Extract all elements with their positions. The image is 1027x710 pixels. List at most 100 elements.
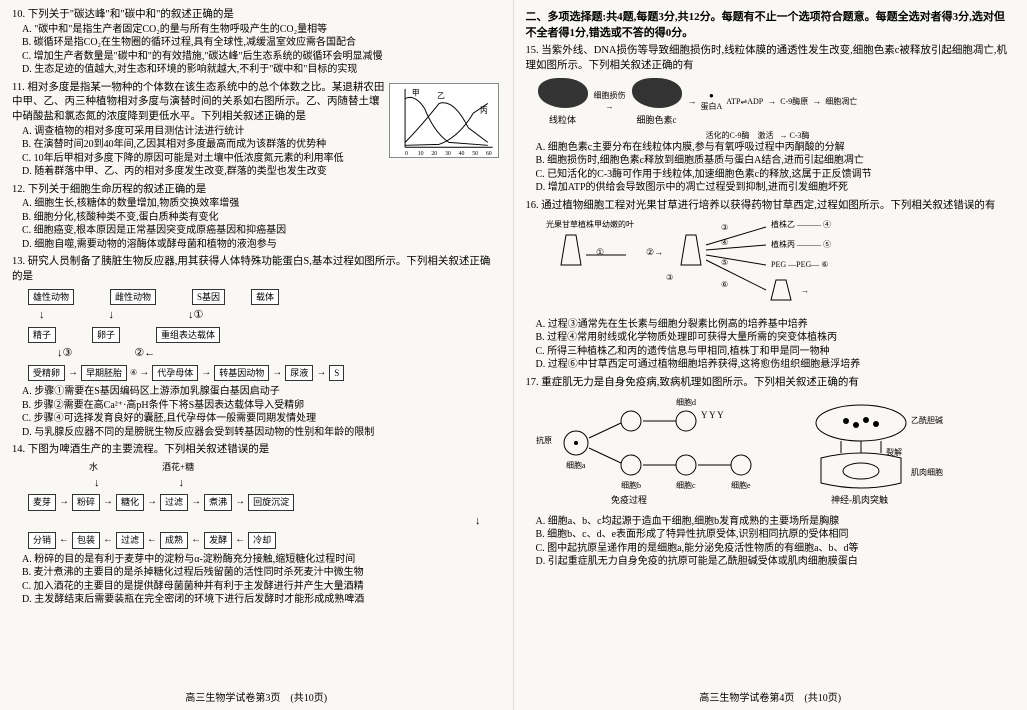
q12-opt-b: B. 细胞分化,核酸种类不变,蛋白质种类有变化 [22,211,501,225]
svg-text:⑥: ⑥ [721,280,728,289]
question-15: 15. 当紫外线、DNA损伤等导致细胞损伤时,线粒体膜的通透性发生改变,细胞色素… [526,44,1016,195]
mitochondria-icon [632,78,682,108]
svg-text:丙: 丙 [480,106,488,115]
svg-text:②→: ②→ [646,247,663,257]
q15-stem: 15. 当紫外线、DNA损伤等导致细胞损伤时,线粒体膜的通透性发生改变,细胞色素… [526,44,1016,73]
q10-opt-d: D. 生态足迹的值越大,对生态和环境的影响就越大,不利于"碳中和"目标的实现 [22,63,501,77]
q15-opt-d: D. 增加ATP的供给会导致图示中的凋亡过程受到抑制,进而引发细胞坏死 [536,181,1016,195]
q17-opt-c: C. 图中起抗原呈递作用的是细胞a,能分泌免疫活性物质的有细胞a、b、d等 [536,542,1016,556]
flow-box: S基因 [192,289,225,306]
flow-box: 精子 [28,327,56,344]
svg-text:免疫过程: 免疫过程 [611,494,647,505]
q13-flowchart: 雄性动物 雌性动物 S基因 载体 ↓↓ ↓① 精子 卵子 重组表达载体 ↓③②← [27,288,501,383]
q15-diagram: 线粒体 细胞损伤 → 细胞色素c → ● 蛋白A ATP⇌ADP → C-9酶原… [536,76,1006,126]
page-footer-3: 高三生物学试卷第3页 (共10页) [0,689,513,704]
q14-opt-d: D. 主发酵结束后需要装瓶在完全密闭的环境下进行后发酵时才能形成成熟啤酒 [22,593,501,607]
svg-text:神经-肌肉突触: 神经-肌肉突触 [831,494,888,505]
q17-diagram: 抗原 细胞a 细胞b 细胞d 细胞c 细胞e Y Y Y 免疫过程 乙酰胆碱 [531,393,971,508]
svg-text:植株乙 ——— ④: 植株乙 ——— ④ [771,219,831,229]
flow-box: 重组表达载体 [156,327,220,344]
q16-diagram: 光果甘草植株甲幼嫩的叶 ① ②→ ③ ③ 植株乙 ——— ④ ④ 植株丙 ———… [536,215,956,310]
svg-text:乙酰胆碱: 乙酰胆碱 [911,415,943,425]
question-11: 甲 乙 丙 0 10 20 30 40 50 60 11. 相对多度是指某一物种… [12,81,501,179]
flow-box: 转基因动物 [214,365,269,382]
flow-box: 早期胚胎 [81,365,127,382]
svg-text:细胞e: 细胞e [731,480,751,490]
svg-text:10: 10 [417,151,423,157]
svg-text:⑤: ⑤ [721,258,728,267]
svg-text:40: 40 [458,151,464,157]
q13-opt-c: C. 步骤④可选择发育良好的囊胚,且代孕母体一般需要同期发情处理 [22,412,501,426]
q15-opt-b: B. 细胞损伤时,细胞色素c释放到细胞质基质与蛋白A结合,进而引起细胞凋亡 [536,154,1016,168]
q10-opt-b: B. 碳循环是指CO₂在生物圈的循环过程,具有全球性,减缓温室效应需各国配合 [22,36,501,50]
page-4: 二、多项选择题:共4题,每题3分,共12分。每题有不止一个选项符合题意。每题全选… [514,0,1027,710]
svg-text:0: 0 [405,151,408,157]
svg-text:Y Y Y: Y Y Y [701,410,724,420]
svg-text:甲: 甲 [411,88,419,97]
question-10: 10. 下列关于"碳达峰"和"碳中和"的叙述正确的是 A. "碳中和"是指生产者… [12,8,501,77]
q15-opt-a: A. 细胞色素c主要分布在线粒体内膜,参与有氧呼吸过程中丙酮酸的分解 [536,141,1016,155]
q15-opt-c: C. 已知活化的C-3酶可作用于线粒体,加速细胞色素c的释放,这属于正反馈调节 [536,168,1016,182]
mitochondria-icon [538,78,588,108]
q17-opt-d: D. 引起重症肌无力自身免疫的抗原可能是乙酰胆碱受体或肌肉细胞膜蛋白 [536,555,1016,569]
flow-box: 代孕母体 [152,365,198,382]
q10-opt-c: C. 增加生产者数量是"碳中和"的有效措施,"碳达峰"后生态系统的碳循环会明显减… [22,50,501,64]
question-12: 12. 下列关于细胞生命历程的叙述正确的是 A. 细胞生长,核糖体的数量增加,物… [12,183,501,252]
q11-opt-d: D. 随着群落中甲、乙、丙的相对多度发生改变,群落的类型也发生改变 [22,165,501,179]
svg-text:20: 20 [431,151,437,157]
question-13: 13. 研究人员制备了胰脏生物反应器,用其获得人体特殊功能蛋白S,基本过程如图所… [12,255,501,439]
q17-opt-a: A. 细胞a、b、c均起源于造血干细胞,细胞b发育成熟的主要场所是胸腺 [536,515,1016,529]
svg-text:③: ③ [666,273,673,282]
page-footer-4: 高三生物学试卷第4页 (共10页) [514,689,1027,704]
q14-flowchart: 水 酒花+糖 ↓↓ 麦芽→ 粉碎→ 糖化→ 过滤→ 煮沸→ 回旋沉淀 ↓ 分销←… [27,461,501,550]
question-14: 14. 下图为啤酒生产的主要流程。下列相关叙述错误的是 水 酒花+糖 ↓↓ 麦芽… [12,443,501,606]
svg-text:③: ③ [721,223,728,232]
q12-stem: 12. 下列关于细胞生命历程的叙述正确的是 [12,183,501,198]
q10-opt-a: A. "碳中和"是指生产者固定CO₂的量与所有生物呼吸产生的CO₂量相等 [22,23,501,37]
q12-opt-d: D. 细胞自噬,需要动物的溶酶体或酵母菌和植物的液泡参与 [22,238,501,252]
page-3: 10. 下列关于"碳达峰"和"碳中和"的叙述正确的是 A. "碳中和"是指生产者… [0,0,514,710]
svg-text:乙: 乙 [437,91,445,100]
q16-opt-c: C. 所得三种植株乙和丙的遗传信息与甲相同,植株丁和甲是同一物种 [536,345,1016,359]
flow-box: 雌性动物 [110,289,156,306]
flow-box: 载体 [251,289,279,306]
question-16: 16. 通过植物细胞工程对光果甘草进行培养以获得药物甘草西定,过程如图所示。下列… [526,199,1016,372]
svg-text:细胞d: 细胞d [676,397,696,407]
flow-box: 尿液 [285,365,313,382]
q14-opt-c: C. 加入酒花的主要目的是提供酵母菌菌种并有利于主发酵进行并产生大量酒精 [22,580,501,594]
q12-opt-a: A. 细胞生长,核糖体的数量增加,物质交换效率增强 [22,197,501,211]
svg-text:→: → [801,286,809,295]
q17-stem: 17. 重症肌无力是自身免疫病,致病机理如图所示。下列相关叙述正确的有 [526,376,1016,391]
q13-opt-b: B. 步骤②需要在高Ca²⁺·高pH条件下将S基因表达载体导入受精卵 [22,399,501,413]
q14-opt-b: B. 麦汁煮沸的主要目的是杀掉糖化过程后残留菌的活性同时杀死麦汁中微生物 [22,566,501,580]
svg-text:30: 30 [444,151,450,157]
q17-opt-b: B. 细胞b、c、d、e表面形成了特异性抗原受体,识别相同抗原的受体相同 [536,528,1016,542]
q13-opt-a: A. 步骤①需要在S基因编码区上游添加乳腺蛋白基因启动子 [22,385,501,399]
q16-opt-a: A. 过程③通常先在生长素与细胞分裂素比例高的培养基中培养 [536,318,1016,332]
question-17: 17. 重症肌无力是自身免疫病,致病机理如图所示。下列相关叙述正确的有 抗原 细… [526,376,1016,569]
svg-text:植株丙 ——— ⑤: 植株丙 ——— ⑤ [771,239,831,249]
svg-text:抗原: 抗原 [536,435,552,445]
q10-stem: 10. 下列关于"碳达峰"和"碳中和"的叙述正确的是 [12,8,501,23]
svg-text:60: 60 [485,151,491,157]
flow-box: 受精卵 [28,365,65,382]
svg-text:细胞b: 细胞b [621,480,641,490]
svg-text:细胞a: 细胞a [566,460,586,470]
q13-stem: 13. 研究人员制备了胰脏生物反应器,用其获得人体特殊功能蛋白S,基本过程如图所… [12,255,501,284]
svg-text:④: ④ [721,238,728,247]
q12-opt-c: C. 细胞癌变,根本原因是正常基因突变成原癌基因和抑癌基因 [22,224,501,238]
q11-chart: 甲 乙 丙 0 10 20 30 40 50 60 [389,83,499,158]
q14-opt-a: A. 粉碎的目的是有利于麦芽中的淀粉与α-淀粉酶充分接触,缩短糖化过程时间 [22,553,501,567]
flow-box: 雄性动物 [28,289,74,306]
q16-opt-b: B. 过程④常用射线或化学物质处理即可获得大量所需的突变体植株丙 [536,331,1016,345]
q13-opt-d: D. 与乳腺反应器不同的是膀胱生物反应器会受到转基因动物的性别和年龄的限制 [22,426,501,440]
q16-opt-d: D. 过程⑥中甘草西定可通过植物细胞培养获得,这将愈伤组织细胞悬浮培养 [536,358,1016,372]
q16-stem: 16. 通过植物细胞工程对光果甘草进行培养以获得药物甘草西定,过程如图所示。下列… [526,199,1016,214]
svg-text:PEG —PEG— ⑥: PEG —PEG— ⑥ [771,260,828,269]
q14-stem: 14. 下图为啤酒生产的主要流程。下列相关叙述错误的是 [12,443,501,458]
svg-text:肌肉细胞: 肌肉细胞 [911,467,943,477]
flow-box: 卵子 [92,327,120,344]
section-2-header: 二、多项选择题:共4题,每题3分,共12分。每题有不止一个选项符合题意。每题全选… [526,8,1016,40]
svg-text:细胞c: 细胞c [676,480,696,490]
svg-text:50: 50 [472,151,478,157]
